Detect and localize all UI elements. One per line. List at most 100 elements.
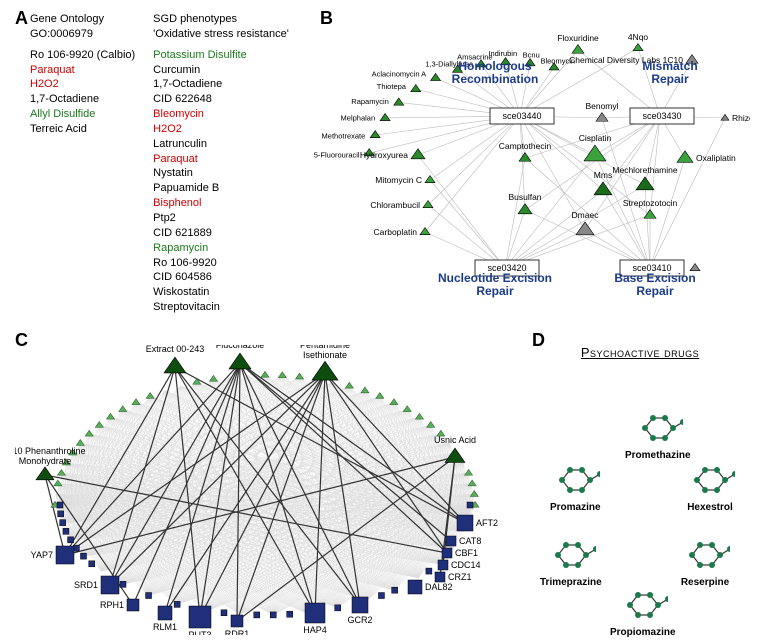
compound-item: Bisphenol xyxy=(153,196,289,211)
svg-text:Cisplatin: Cisplatin xyxy=(579,133,612,143)
drug-propiomazine: Propiomazine xyxy=(610,585,676,638)
svg-text:CAT8: CAT8 xyxy=(459,536,481,546)
svg-text:CRZ1: CRZ1 xyxy=(448,572,472,582)
panel-d-title: Psychoactive drugs xyxy=(530,345,750,360)
drug-hexestrol: Hexestrol xyxy=(685,460,735,513)
compound-item: Ro 106-9920 (Calbio) xyxy=(30,48,135,63)
compound-item: Latrunculin xyxy=(153,137,289,152)
panel-b: 5-Fluorouracil Methotrexate Melphalan Rapam… xyxy=(300,10,750,320)
svg-text:Base Excision: Base Excision xyxy=(614,271,695,285)
svg-text:Fluconazole: Fluconazole xyxy=(216,345,265,350)
svg-text:CBF1: CBF1 xyxy=(455,548,478,558)
svg-text:HAP4: HAP4 xyxy=(303,625,327,635)
compound-item: H2O2 xyxy=(30,77,135,92)
svg-text:Repair: Repair xyxy=(651,72,689,86)
drug-label: Reserpine xyxy=(680,577,730,588)
svg-text:Chlorambucil: Chlorambucil xyxy=(370,200,420,210)
svg-text:4Nqo: 4Nqo xyxy=(628,32,649,42)
compound-item: CID 604586 xyxy=(153,270,289,285)
svg-text:SRD1: SRD1 xyxy=(74,580,98,590)
svg-text:Rapamycin: Rapamycin xyxy=(351,97,389,106)
svg-text:AFT2: AFT2 xyxy=(476,518,498,528)
svg-text:1-10 Phenanthroline: 1-10 Phenanthroline xyxy=(15,446,86,456)
panel-c-network: 1-10 PhenanthrolineMonohydrateExtract 00… xyxy=(15,345,515,635)
svg-text:Homologous: Homologous xyxy=(458,59,532,73)
compound-item: 1,7-Octadiene xyxy=(153,77,289,92)
svg-text:Methotrexate: Methotrexate xyxy=(322,131,366,140)
compound-item: Potassium Disulfite xyxy=(153,48,289,63)
compound-item: Bleomycin xyxy=(153,107,289,122)
svg-text:Hydroxyurea: Hydroxyurea xyxy=(360,150,408,160)
col2-header1: SGD phenotypes xyxy=(153,12,289,27)
drug-promazine: Promazine xyxy=(550,460,601,513)
compound-item: CID 621889 xyxy=(153,226,289,241)
drug-label: Promazine xyxy=(550,502,601,513)
compound-item: CID 622648 xyxy=(153,92,289,107)
compound-item: Paraquat xyxy=(153,152,289,167)
svg-text:RPH1: RPH1 xyxy=(100,600,124,610)
svg-text:Repair: Repair xyxy=(636,284,674,298)
svg-text:Dmaec: Dmaec xyxy=(572,210,600,220)
svg-text:DAL82: DAL82 xyxy=(425,582,453,592)
compound-item: Wiskostatin xyxy=(153,285,289,300)
svg-text:YAP7: YAP7 xyxy=(31,550,53,560)
col1-list: Ro 106-9920 (Calbio)ParaquatH2O21,7-Octa… xyxy=(30,48,135,137)
panel-a-col1: Gene Ontology GO:0006979 Ro 106-9920 (Ca… xyxy=(30,12,135,315)
svg-text:Benomyl: Benomyl xyxy=(585,101,618,111)
panel-c: 1-10 PhenanthrolineMonohydrateExtract 00… xyxy=(15,345,515,635)
compound-item: H2O2 xyxy=(153,122,289,137)
svg-text:Camptothecin: Camptothecin xyxy=(499,141,552,151)
compound-item: Paraquat xyxy=(30,63,135,78)
compound-item: Allyl Disulfide xyxy=(30,107,135,122)
svg-text:Rhizoxin: Rhizoxin xyxy=(732,113,750,123)
svg-text:Oxaliplatin: Oxaliplatin xyxy=(696,153,736,163)
col2-header2: 'Oxidative stress resistance' xyxy=(153,27,289,42)
panel-a-label: A xyxy=(15,8,28,29)
svg-text:Mechlorethamine: Mechlorethamine xyxy=(612,165,677,175)
drug-grid: Promethazine Promazine Hexestrol Trimeprazi… xyxy=(530,370,750,620)
svg-text:Mitomycin C: Mitomycin C xyxy=(375,175,422,185)
drug-label: Trimeprazine xyxy=(540,577,602,588)
svg-text:sce03430: sce03430 xyxy=(642,111,681,121)
panel-b-network: 5-Fluorouracil Methotrexate Melphalan Rapam… xyxy=(300,10,750,320)
compound-item: 1,7-Octadiene xyxy=(30,92,135,107)
compound-item: Papuamide B xyxy=(153,181,289,196)
drug-promethazine: Promethazine xyxy=(625,408,691,461)
col1-header1: Gene Ontology xyxy=(30,12,135,27)
svg-text:RDR1: RDR1 xyxy=(225,629,250,635)
drug-trimeprazine: Trimeprazine xyxy=(540,535,602,588)
col2-list: Potassium DisulfiteCurcumin1,7-Octadiene… xyxy=(153,48,289,315)
compound-item: Nystatin xyxy=(153,166,289,181)
svg-text:Mms: Mms xyxy=(594,170,612,180)
svg-text:CDC14: CDC14 xyxy=(451,560,481,570)
svg-text:Melphalan: Melphalan xyxy=(341,113,376,122)
svg-text:Nucleotide Excision: Nucleotide Excision xyxy=(438,271,552,285)
svg-text:5-Fluorouracil: 5-Fluorouracil xyxy=(314,150,360,159)
svg-text:Mismatch: Mismatch xyxy=(642,59,697,73)
panel-d: Psychoactive drugs Promethazine Promazine… xyxy=(530,345,750,625)
svg-text:Carboplatin: Carboplatin xyxy=(374,227,418,237)
svg-text:Isethionate: Isethionate xyxy=(303,350,347,360)
compound-item: Terreic Acid xyxy=(30,122,135,137)
svg-text:GCR2: GCR2 xyxy=(347,615,372,625)
svg-text:Recombination: Recombination xyxy=(452,72,539,86)
svg-text:Thiotepa: Thiotepa xyxy=(377,82,407,91)
col1-header2: GO:0006979 xyxy=(30,27,135,42)
svg-text:Repair: Repair xyxy=(476,284,514,298)
compound-item: Ro 106-9920 xyxy=(153,256,289,271)
svg-text:Indirubin: Indirubin xyxy=(488,49,517,58)
svg-text:Streptozotocin: Streptozotocin xyxy=(623,198,678,208)
svg-text:Usnic Acid: Usnic Acid xyxy=(434,435,476,445)
svg-text:Extract 00-243: Extract 00-243 xyxy=(146,345,205,354)
compound-item: Curcumin xyxy=(153,63,289,78)
compound-item: Ptp2 xyxy=(153,211,289,226)
panel-a: Gene Ontology GO:0006979 Ro 106-9920 (Ca… xyxy=(30,12,300,315)
drug-label: Hexestrol xyxy=(685,502,735,513)
drug-reserpine: Reserpine xyxy=(680,535,730,588)
svg-text:Floxuridine: Floxuridine xyxy=(557,33,599,43)
svg-text:RLM1: RLM1 xyxy=(153,622,177,632)
svg-text:PUT3: PUT3 xyxy=(188,630,211,635)
panel-a-col2: SGD phenotypes 'Oxidative stress resista… xyxy=(153,12,289,315)
compound-item: Streptovitacin xyxy=(153,300,289,315)
drug-label: Promethazine xyxy=(625,450,691,461)
